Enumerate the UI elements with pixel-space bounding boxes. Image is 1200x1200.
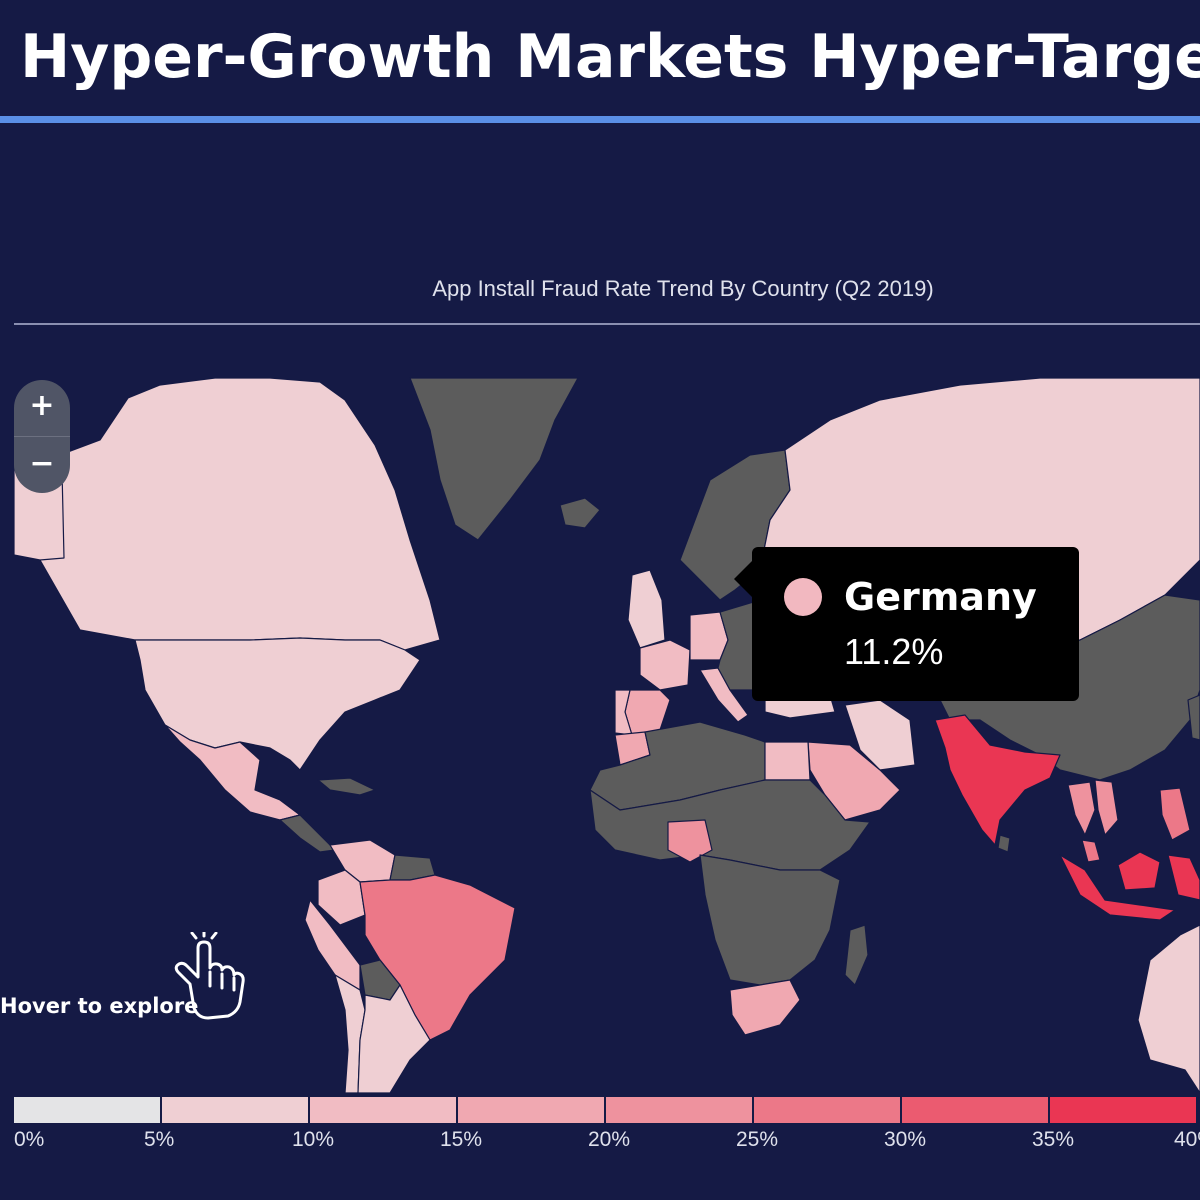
map-tooltip: Germany 11.2% (734, 547, 1079, 701)
tooltip-country-name: Germany (844, 575, 1037, 619)
country-united-kingdom[interactable] (627, 569, 666, 649)
country-united-states[interactable] (134, 637, 421, 771)
country-saudi-arabia[interactable] (807, 741, 901, 821)
country-indonesia-borneo[interactable] (1117, 851, 1161, 891)
region-central-america[interactable] (279, 814, 336, 853)
tooltip-value: 11.2% (844, 631, 944, 672)
region-madagascar[interactable] (844, 924, 869, 986)
country-indonesia[interactable] (1059, 854, 1176, 921)
zoom-out-button[interactable]: − (14, 436, 70, 493)
country-indonesia-east[interactable] (1167, 854, 1200, 901)
country-portugal[interactable] (614, 689, 633, 736)
country-france[interactable] (639, 639, 691, 691)
legend-swatch (458, 1097, 604, 1123)
page-title: Hyper-Growth Markets Hyper-Targeted (20, 22, 1200, 92)
legend-tick-label: 0% (14, 1128, 45, 1151)
country-australia[interactable] (1137, 924, 1200, 1094)
country-philippines[interactable] (1159, 787, 1191, 841)
country-mexico[interactable] (164, 724, 301, 821)
legend-swatch (606, 1097, 752, 1123)
country-thailand[interactable] (1067, 781, 1096, 836)
legend-tick-label: 35% (1032, 1128, 1075, 1151)
legend-tick-label: 5% (144, 1128, 175, 1151)
region-japan[interactable] (1187, 694, 1200, 741)
map-title-divider (14, 323, 1200, 325)
country-india[interactable] (934, 714, 1061, 846)
title-divider (0, 116, 1200, 123)
tooltip-color-swatch (784, 578, 822, 616)
legend-swatch (162, 1097, 308, 1123)
legend-tick-label: 15% (440, 1128, 483, 1151)
region-central-africa[interactable] (699, 854, 841, 986)
region-greenland[interactable] (409, 377, 579, 541)
legend-swatch (310, 1097, 456, 1123)
region-sahel-horn[interactable] (589, 779, 871, 871)
country-vietnam[interactable] (1094, 779, 1119, 836)
legend-tick-label: 10% (292, 1128, 335, 1151)
country-canada[interactable] (13, 377, 441, 651)
legend-tick-label: 25% (736, 1128, 779, 1151)
country-malaysia[interactable] (1081, 839, 1101, 863)
legend-tick-label: 20% (588, 1128, 631, 1151)
country-argentina[interactable] (357, 984, 431, 1094)
region-caribbean[interactable] (317, 777, 376, 796)
tooltip-arrow (734, 561, 752, 597)
legend-color-scale (14, 1097, 1196, 1123)
country-south-africa[interactable] (729, 979, 801, 1036)
legend-tick-label: 30% (884, 1128, 927, 1151)
pointer-hand-icon (174, 932, 245, 1020)
legend-swatch (1050, 1097, 1196, 1123)
legend-swatch (754, 1097, 900, 1123)
map-title: App Install Fraud Rate Trend By Country … (432, 276, 934, 301)
legend-swatch (14, 1097, 160, 1123)
country-egypt[interactable] (764, 741, 811, 781)
hover-hint-text: Hover to explore (0, 994, 199, 1018)
legend-swatch (902, 1097, 1048, 1123)
region-iceland[interactable] (559, 497, 601, 529)
country-brazil[interactable] (359, 874, 516, 1041)
legend-tick-label: 40% (1174, 1128, 1200, 1151)
zoom-in-button[interactable]: + (14, 380, 70, 436)
region-sri-lanka[interactable] (997, 834, 1011, 853)
